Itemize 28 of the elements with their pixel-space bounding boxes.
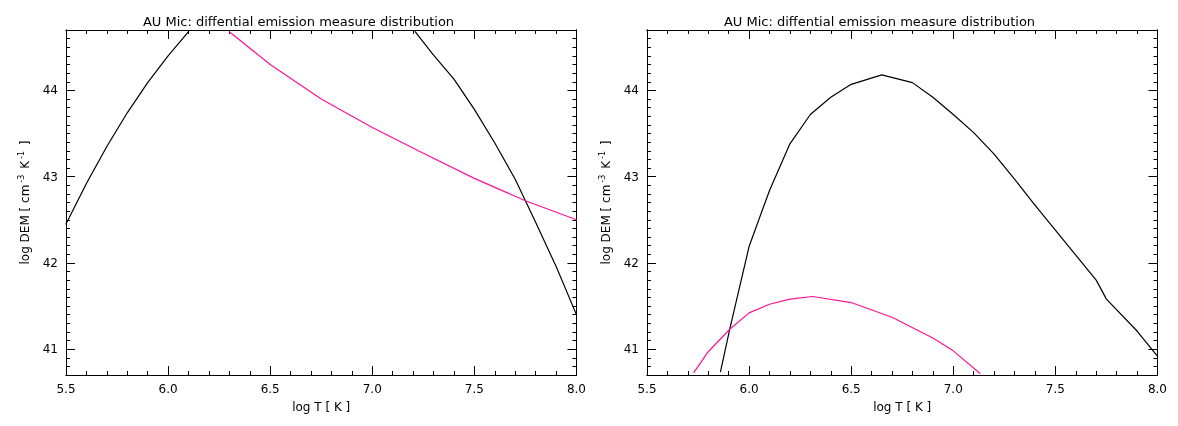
y-axis-title: log DEM [ cm-3 K-1 ] [16,140,32,265]
y-tick-label: 41 [42,342,58,357]
x-tick-label: 6.0 [739,382,759,396]
y-tick-label: 43 [623,169,639,184]
x-tick-label: 6.5 [260,382,280,396]
x-tick-label: 8.0 [566,382,586,396]
chart-title: AU Mic: diffential emission measure distribution [723,14,1036,29]
x-tick-label: 6.0 [158,382,178,396]
x-tick-label: 8.0 [1147,382,1167,396]
x-tick-label: 5.5 [637,382,657,396]
x-tick-label: 7.5 [1045,382,1065,396]
y-tick-label: 44 [42,83,58,98]
x-axis-title: log T [ K ] [292,400,351,414]
y-tick-label: 44 [623,83,639,98]
y-tick-label: 43 [42,169,58,184]
x-tick-label: 5.5 [56,382,76,396]
x-axis-title: log T [ K ] [873,400,932,414]
y-tick-label: 42 [623,255,639,270]
chart-title: AU Mic: diffential emission measure distribution [142,14,455,29]
x-tick-label: 7.0 [362,382,382,396]
line-series [228,31,578,221]
line-series [693,295,981,374]
y-axis-title: log DEM [ cm-3 K-1 ] [597,140,613,265]
x-tick-label: 7.5 [464,382,484,396]
x-tick-label: 7.0 [943,382,963,396]
y-tick-label: 41 [623,342,639,357]
x-tick-label: 6.5 [841,382,861,396]
y-tick-label: 42 [42,255,58,270]
